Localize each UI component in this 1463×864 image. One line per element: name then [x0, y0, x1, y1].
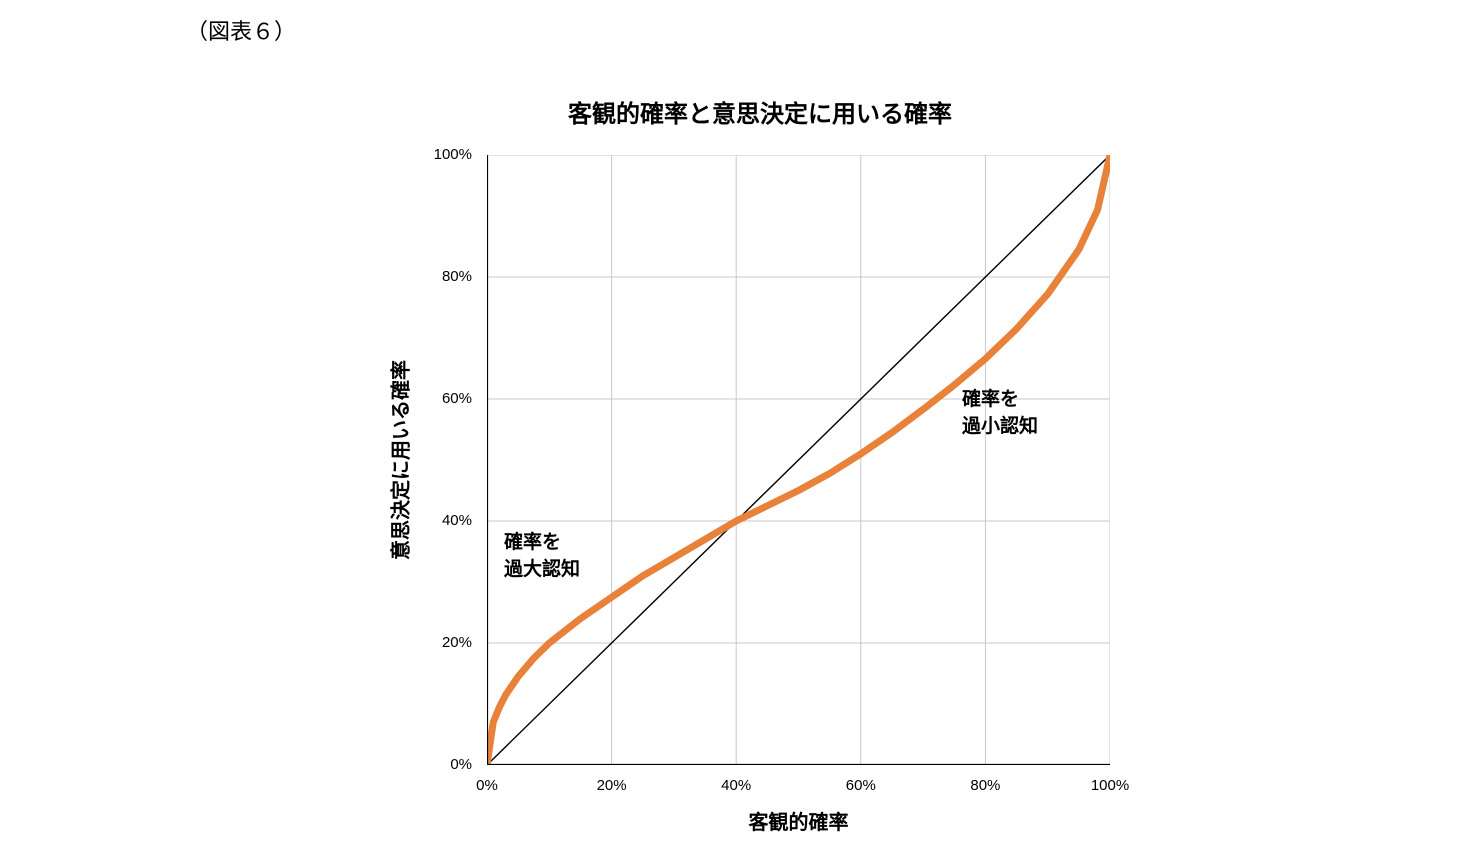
y-tick-label: 100%	[433, 146, 472, 163]
annotation-overweight-probability: 確率を 過大認知	[504, 532, 581, 580]
figure-label: （図表６）	[186, 19, 297, 44]
y-tick-label: 40%	[441, 512, 472, 529]
x-tick-label: 60%	[845, 777, 876, 794]
x-tick-label: 100%	[1090, 777, 1130, 794]
annotation-underweight-probability: 確率を 過小認知	[962, 389, 1039, 437]
plot-area	[487, 155, 1110, 765]
diagonal-reference-line	[487, 155, 1110, 765]
chart-title: 客観的確率と意思決定に用いる確率	[568, 101, 952, 128]
y-axis-title: 意思決定に用いる確率	[390, 360, 413, 560]
y-tick-label: 20%	[441, 634, 472, 651]
x-tick-label: 0%	[476, 777, 498, 794]
probability-weighting-curve	[487, 155, 1110, 765]
x-tick-label: 40%	[721, 777, 752, 794]
y-tick-label: 60%	[441, 390, 472, 407]
x-tick-label: 80%	[970, 777, 1001, 794]
y-tick-label: 80%	[441, 268, 472, 285]
x-axis-title: 客観的確率	[748, 812, 849, 834]
y-tick-label: 0%	[450, 756, 472, 773]
x-tick-label: 20%	[596, 777, 627, 794]
